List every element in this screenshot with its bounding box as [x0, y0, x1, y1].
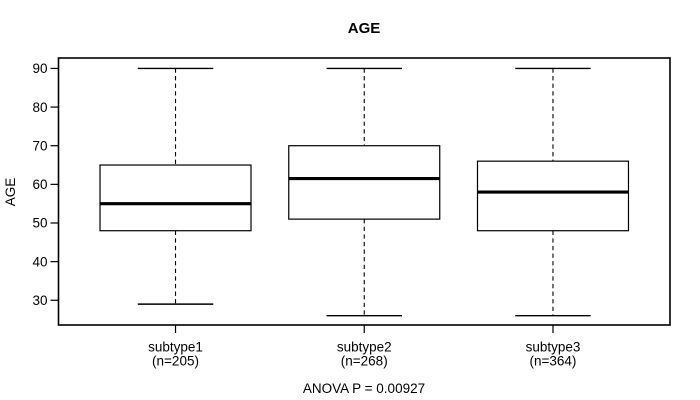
- x-sublabel: (n=205): [152, 354, 199, 369]
- y-tick-label: 80: [32, 100, 47, 115]
- box-rect: [99, 164, 252, 232]
- y-axis-title: AGE: [3, 178, 18, 207]
- chart-title: AGE: [348, 20, 381, 37]
- anova-note: ANOVA P = 0.00927: [303, 381, 425, 396]
- box-rect: [288, 145, 441, 220]
- y-tick-label: 50: [32, 216, 47, 231]
- y-tick-label: 60: [32, 177, 47, 192]
- y-tick-label: 70: [32, 138, 47, 153]
- x-sublabel: (n=364): [530, 354, 577, 369]
- y-tick-label: 30: [32, 293, 47, 308]
- x-label: subtype2: [337, 340, 392, 355]
- y-tick-label: 40: [32, 254, 47, 269]
- box-rect: [476, 160, 630, 232]
- x-label: subtype1: [148, 340, 203, 355]
- x-label: subtype3: [526, 340, 581, 355]
- chart-layer: 30405060708090subtype1(n=205)subtype2(n=…: [32, 57, 671, 369]
- x-sublabel: (n=268): [341, 354, 388, 369]
- y-tick-label: 90: [32, 61, 47, 76]
